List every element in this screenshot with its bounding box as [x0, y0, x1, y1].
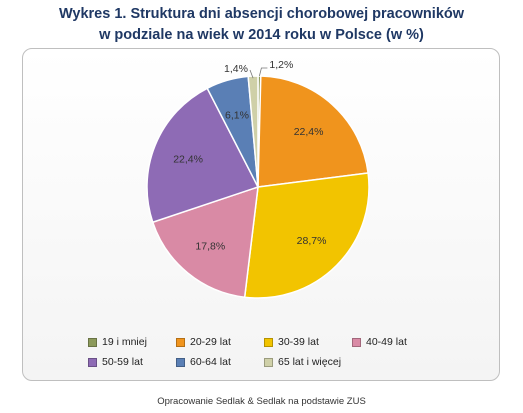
legend-item-65-plus: 65 lat i więcej [264, 356, 352, 368]
legend-label: 30-39 lat [278, 336, 319, 348]
legend-swatch [88, 357, 97, 367]
legend-item-60-64: 60-64 lat [176, 356, 264, 368]
legend-swatch [352, 337, 361, 347]
pie-slice-50-59 [146, 87, 260, 224]
pie-slice-20-29 [257, 75, 369, 188]
data-label-40-49: 17,8% [195, 240, 225, 252]
legend-item-50-59: 50-59 lat [88, 356, 176, 368]
leader-line-top [259, 67, 268, 77]
legend-item-30-39: 30-39 lat [264, 336, 352, 348]
chart-title-line1: Wykres 1. Struktura dni absencji chorobo… [58, 6, 465, 22]
legend-item-40-49: 40-49 lat [352, 336, 440, 348]
legend-swatch [264, 357, 273, 367]
legend-item-19-i-mniej: 19 i mniej [88, 336, 176, 348]
legend-swatch [88, 337, 97, 347]
legend-row-1: 19 i mniej 20-29 lat 30-39 lat 40-49 lat [88, 332, 448, 352]
data-label-30-39: 28,7% [297, 235, 327, 247]
chart-title-line2: w podziale na wiek w 2014 roku w Polsce … [99, 27, 424, 43]
legend-label: 20-29 lat [190, 336, 231, 348]
legend-row-2: 50-59 lat 60-64 lat 65 lat i więcej [88, 352, 448, 372]
pie-slice-30-39 [243, 172, 370, 299]
source-note: Opracowanie Sedlak & Sedlak na podstawie… [157, 396, 366, 407]
legend-swatch [264, 337, 273, 347]
data-label-extra: 1,2% [269, 59, 293, 71]
data-label-50-59: 22,4% [173, 154, 203, 166]
legend-item-20-29: 20-29 lat [176, 336, 264, 348]
legend-label: 40-49 lat [366, 336, 407, 348]
legend-label: 65 lat i więcej [278, 356, 342, 368]
legend-swatch [176, 337, 185, 347]
legend-label: 50-59 lat [102, 356, 143, 368]
leader-lines [249, 67, 268, 79]
data-label-65-plus: 1,4% [224, 63, 248, 75]
data-labels: 1,2% 22,4% 28,7% 17,8% 22,4% 6,1% 1,4% [173, 59, 326, 252]
data-label-20-29: 22,4% [294, 126, 324, 138]
leader-line-65-plus [249, 69, 254, 79]
legend-label: 19 i mniej [102, 336, 147, 348]
legend: 19 i mniej 20-29 lat 30-39 lat 40-49 lat… [88, 332, 448, 372]
pie-slices [146, 75, 370, 299]
data-label-60-64: 6,1% [225, 109, 249, 121]
legend-swatch [176, 357, 185, 367]
pie-slice-65-plus [247, 75, 259, 188]
pie-slice-40-49 [151, 185, 259, 299]
legend-label: 60-64 lat [190, 356, 231, 368]
chart-title: Wykres 1. Struktura dni absencji chorobo… [0, 4, 523, 46]
